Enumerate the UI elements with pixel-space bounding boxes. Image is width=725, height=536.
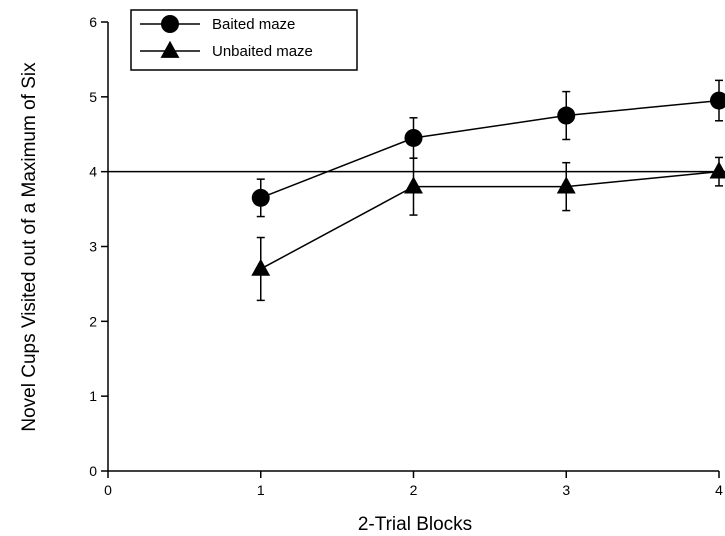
y-tick-label: 3 <box>89 239 97 255</box>
legend-label: Unbaited maze <box>212 43 313 60</box>
x-axis-label: 2-Trial Blocks <box>358 514 472 535</box>
series-line <box>261 172 719 269</box>
y-tick-label: 0 <box>89 463 97 479</box>
data-point <box>251 259 270 276</box>
data-point <box>557 176 576 193</box>
legend-marker <box>161 15 179 33</box>
axes: 0 1 2 3 4 5 6 0 1 2 3 4 <box>89 14 723 498</box>
data-point <box>405 129 423 147</box>
x-tick-label: 0 <box>104 482 112 498</box>
data-point <box>404 176 423 193</box>
legend-label: Baited maze <box>212 16 295 33</box>
y-tick-label: 2 <box>89 313 97 329</box>
data-point <box>557 107 575 125</box>
y-tick-label: 6 <box>89 14 97 30</box>
x-tick-label: 2 <box>410 482 418 498</box>
data-point <box>710 92 725 110</box>
series-group <box>251 80 725 300</box>
series-unbaited <box>251 157 725 300</box>
x-tick-label: 4 <box>715 482 723 498</box>
data-point <box>710 161 725 178</box>
y-tick-label: 4 <box>89 164 97 180</box>
y-tick-label: 5 <box>89 89 97 105</box>
series-baited <box>252 80 725 216</box>
x-tick-label: 3 <box>562 482 570 498</box>
y-axis-label: Novel Cups Visited out of a Maximum of S… <box>19 62 40 432</box>
data-point <box>252 189 270 207</box>
x-tick-label: 1 <box>257 482 265 498</box>
y-tick-label: 1 <box>89 388 97 404</box>
series-line <box>261 101 719 198</box>
legend: Baited maze Unbaited maze <box>131 10 357 70</box>
